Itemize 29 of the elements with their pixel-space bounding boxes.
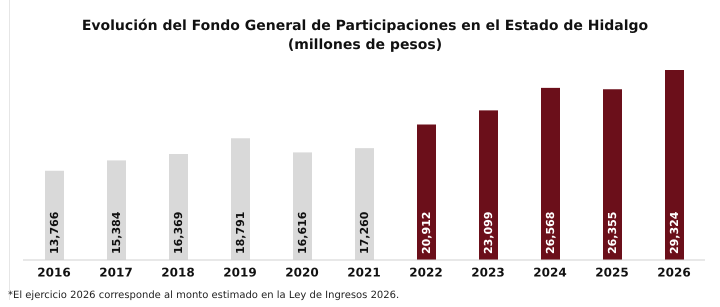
data-label: 20,912 <box>420 212 433 254</box>
x-tick-label: 2017 <box>99 266 133 280</box>
data-label: 15,384 <box>110 211 123 254</box>
x-tick-label: 2024 <box>533 266 567 280</box>
data-label: 16,616 <box>296 211 309 254</box>
x-tick-label: 2020 <box>285 266 319 280</box>
data-label: 13,766 <box>48 211 61 254</box>
data-label: 26,355 <box>606 212 619 254</box>
bar <box>603 89 622 260</box>
data-label: 17,260 <box>358 211 371 254</box>
chart-title: Evolución del Fondo General de Participaciones en el Estado de Hidalgo (millones de pesos) <box>80 17 650 55</box>
x-tick-label: 2019 <box>223 266 257 280</box>
x-tick-label: 2023 <box>471 266 505 280</box>
x-tick-label: 2021 <box>347 266 381 280</box>
x-tick-label: 2025 <box>595 266 629 280</box>
x-tick-label: 2026 <box>657 266 691 280</box>
bar <box>417 124 436 260</box>
data-label: 18,791 <box>234 212 247 254</box>
data-label: 29,324 <box>668 211 681 254</box>
x-tick-label: 2022 <box>409 266 443 280</box>
x-tick-label: 2018 <box>161 266 195 280</box>
data-label: 23,099 <box>482 212 495 254</box>
bar <box>541 88 560 260</box>
data-label: 16,369 <box>172 212 185 254</box>
bar <box>479 110 498 260</box>
bar <box>665 70 684 260</box>
x-tick-label: 2016 <box>37 266 71 280</box>
text: *El ejercicio 2026 corresponde al monto estimado en la Ley de Ingresos 2026. <box>8 290 400 301</box>
data-label: 26,568 <box>544 212 557 254</box>
